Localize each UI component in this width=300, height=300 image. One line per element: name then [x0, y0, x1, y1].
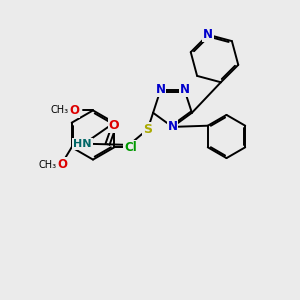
Text: O: O	[109, 119, 119, 132]
Text: S: S	[143, 123, 152, 136]
Text: CH₃: CH₃	[38, 160, 56, 170]
Text: N: N	[155, 83, 166, 97]
Text: Cl: Cl	[124, 141, 137, 154]
Text: N: N	[179, 83, 190, 97]
Text: O: O	[69, 104, 80, 117]
Text: N: N	[203, 28, 213, 41]
Text: CH₃: CH₃	[50, 105, 68, 116]
Text: HN: HN	[73, 139, 92, 149]
Text: O: O	[58, 158, 68, 171]
Text: N: N	[167, 120, 178, 134]
